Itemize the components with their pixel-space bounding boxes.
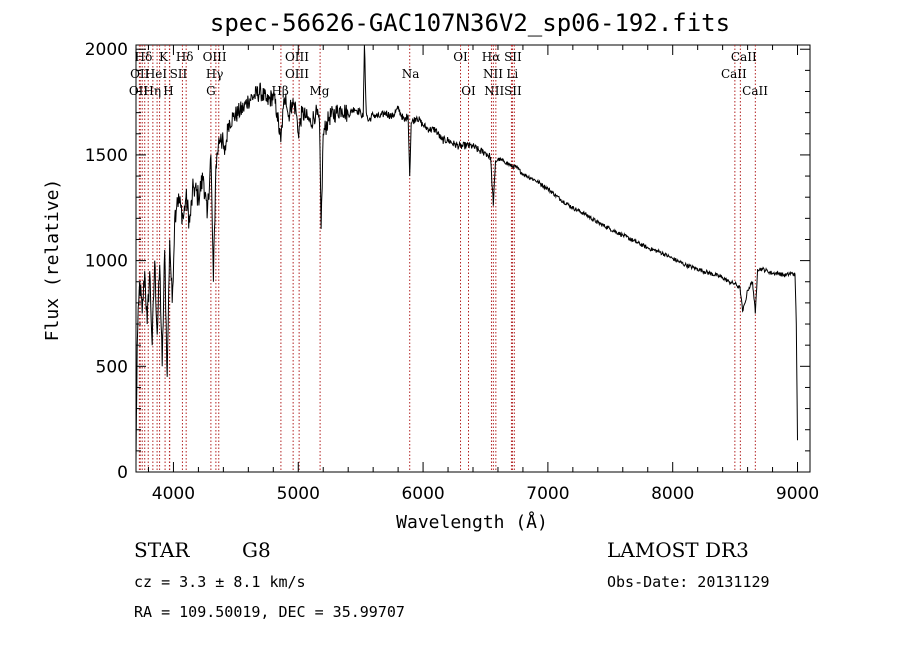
y-tick-label: 2000 bbox=[85, 40, 128, 60]
x-tick-label: 7000 bbox=[526, 484, 569, 504]
spectral-line-markers bbox=[138, 45, 756, 472]
line-label: Hδ bbox=[135, 50, 153, 64]
line-label: NII bbox=[483, 67, 503, 81]
line-label: Li bbox=[506, 67, 518, 81]
line-label: Na bbox=[402, 67, 420, 81]
y-tick-label: 1500 bbox=[85, 146, 128, 166]
line-label: SII bbox=[504, 84, 522, 98]
x-tick-label: 5000 bbox=[277, 484, 320, 504]
redshift-value: cz = 3.3 ± 8.1 km/s bbox=[134, 573, 306, 591]
line-label: H bbox=[163, 84, 173, 98]
y-axis-ticks: 0 500 1000 1500 2000 bbox=[85, 40, 810, 483]
x-axis-ticks: 4000 5000 6000 7000 8000 9000 bbox=[147, 45, 819, 504]
line-label: NII bbox=[484, 84, 504, 98]
x-tick-label: 6000 bbox=[401, 484, 444, 504]
line-label: Hγ bbox=[206, 67, 224, 81]
y-tick-label: 1000 bbox=[85, 252, 128, 272]
survey-name: LAMOST DR3 bbox=[607, 538, 749, 562]
line-label: OIII bbox=[285, 67, 309, 81]
chart-title: spec-56626-GAC107N36V2_sp06-192.fits bbox=[210, 9, 730, 37]
x-tick-label: 8000 bbox=[651, 484, 694, 504]
line-label: OI bbox=[461, 84, 476, 98]
line-label: Hη bbox=[143, 84, 161, 98]
line-label: SII bbox=[170, 67, 188, 81]
observation-date: Obs-Date: 20131129 bbox=[607, 573, 770, 591]
line-label: CaII bbox=[731, 50, 757, 64]
object-class: STAR bbox=[134, 538, 190, 562]
line-label: CaII bbox=[742, 84, 768, 98]
line-label: CaII bbox=[721, 67, 747, 81]
line-label: G bbox=[206, 84, 216, 98]
line-label: OI bbox=[453, 50, 468, 64]
object-subclass: G8 bbox=[242, 538, 271, 562]
line-label: OII bbox=[130, 67, 150, 81]
x-tick-label: 9000 bbox=[776, 484, 819, 504]
line-label: Hδ bbox=[176, 50, 194, 64]
y-axis-label: Flux (relative) bbox=[42, 179, 63, 342]
line-label: OIII bbox=[285, 50, 309, 64]
line-label: K bbox=[159, 50, 169, 64]
y-tick-label: 0 bbox=[117, 463, 128, 483]
line-label: HeI bbox=[145, 67, 168, 81]
line-label: OII bbox=[129, 84, 149, 98]
line-label: Mg bbox=[309, 84, 329, 98]
line-label: SII bbox=[504, 50, 522, 64]
line-label: OIII bbox=[203, 50, 227, 64]
x-tick-label: 4000 bbox=[152, 484, 195, 504]
coordinates: RA = 109.50019, DEC = 35.99707 bbox=[134, 603, 405, 621]
line-label: Hα bbox=[482, 50, 501, 64]
y-tick-label: 500 bbox=[96, 357, 128, 377]
spectrum-line bbox=[135, 44, 798, 462]
x-axis-label: Wavelength (Å) bbox=[396, 511, 548, 533]
line-label: Hβ bbox=[271, 84, 288, 98]
